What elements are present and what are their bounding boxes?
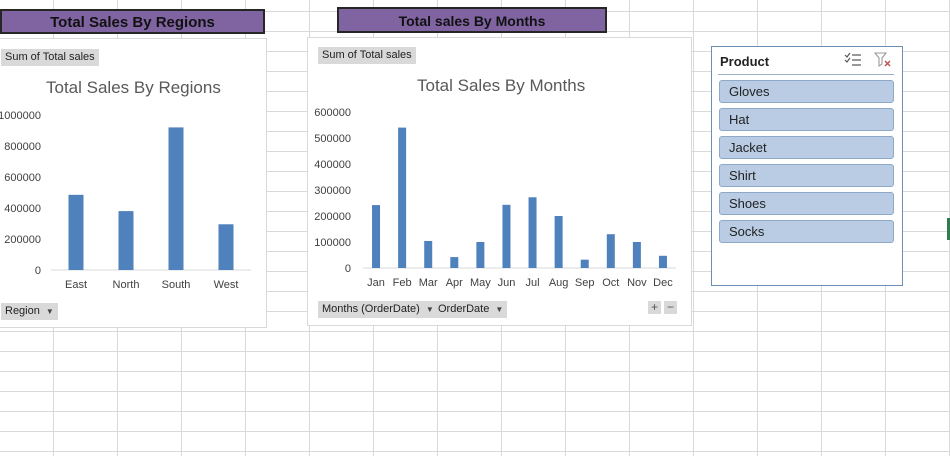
slicer-item-shirt[interactable]: Shirt [719, 164, 894, 187]
months-x-tick-label: Sep [575, 277, 595, 289]
chevron-down-icon: ▼ [425, 305, 434, 314]
months-y-tick-label: 600000 [314, 107, 351, 119]
regions-x-tick-label: West [214, 279, 239, 291]
slicer-item-socks[interactable]: Socks [719, 220, 894, 243]
regions-plot-area: 0 200000 400000 600000 800000 1000000 East Nort… [0, 110, 251, 291]
slicer-header-divider [718, 74, 894, 75]
regions-bar-east [68, 194, 84, 270]
regions-x-tick-label: South [162, 279, 191, 291]
months-y-tick-label: 100000 [314, 237, 351, 249]
months-bar-feb [398, 127, 407, 268]
months-x-tick-label: Apr [446, 277, 463, 289]
regions-y-tick-label: 1000000 [0, 110, 41, 122]
slicer-header: Product [720, 54, 770, 69]
months-bar-apr [450, 257, 459, 268]
months-x-tick-label: Mar [419, 277, 438, 289]
months-bar-jun [502, 204, 511, 268]
months-title-banner[interactable]: Total sales By Months [337, 7, 607, 33]
months-field-label: Months (OrderDate) [322, 303, 420, 315]
months-bar-jul [528, 197, 537, 268]
regions-x-tick-label: North [113, 279, 140, 291]
regions-y-tick-label: 0 [35, 265, 41, 277]
months-y-tick-label: 200000 [314, 211, 351, 223]
regions-y-tick-label: 800000 [4, 141, 41, 153]
months-x-tick-label: Nov [627, 277, 647, 289]
chevron-down-icon: ▼ [45, 307, 54, 316]
months-x-tick-label: Dec [653, 277, 673, 289]
months-y-tick-label: 0 [345, 263, 351, 275]
region-field-button[interactable]: Region ▼ [1, 303, 58, 320]
regions-chart[interactable]: Sum of Total sales Total Sales By Region… [0, 38, 267, 328]
months-x-tick-label: Jul [526, 277, 540, 289]
months-bar-oct [606, 234, 615, 268]
months-chart[interactable]: Sum of Total sales Total Sales By Months… [307, 37, 692, 326]
product-slicer[interactable]: Product Gloves Hat Jacket Shirt Shoes So… [711, 46, 903, 286]
slicer-item-jacket[interactable]: Jacket [719, 136, 894, 159]
months-y-tick-label: 300000 [314, 185, 351, 197]
slicer-item-hat[interactable]: Hat [719, 108, 894, 131]
region-field-label: Region [5, 305, 40, 317]
regions-bar-west [218, 224, 234, 270]
regions-chart-title: Total Sales By Regions [46, 78, 221, 97]
months-bar-jan [372, 205, 381, 268]
regions-y-tick-label: 400000 [4, 203, 41, 215]
months-bar-may [476, 242, 485, 268]
expand-field-button[interactable]: + [648, 301, 661, 314]
clear-filter-icon[interactable] [873, 52, 892, 73]
selected-cell-edge [947, 218, 950, 240]
months-value-field-button[interactable]: Sum of Total sales [318, 47, 416, 64]
months-x-tick-label: Jan [367, 277, 385, 289]
regions-bar-south [168, 127, 184, 271]
months-bar-aug [554, 216, 563, 268]
months-x-tick-label: Jun [498, 277, 516, 289]
regions-value-field-button[interactable]: Sum of Total sales [1, 49, 99, 66]
months-bar-nov [632, 242, 641, 268]
months-bar-dec [658, 255, 667, 268]
orderdate-field-button[interactable]: OrderDate ▼ [434, 301, 508, 318]
months-y-tick-label: 500000 [314, 133, 351, 145]
months-bar-sep [580, 259, 589, 268]
months-bar-mar [424, 240, 433, 268]
months-plot-area: 0 100000 200000 300000 400000 500000 600000 Jan… [314, 107, 676, 289]
regions-title-banner[interactable]: Total Sales By Regions [0, 9, 265, 34]
regions-bar-north [118, 211, 134, 270]
collapse-field-button[interactable]: − [664, 301, 677, 314]
months-x-tick-label: May [470, 277, 491, 289]
multi-select-icon[interactable] [844, 52, 862, 73]
months-x-tick-label: Oct [602, 277, 619, 289]
regions-y-tick-label: 600000 [4, 172, 41, 184]
months-chart-title: Total Sales By Months [417, 76, 586, 95]
months-x-tick-label: Aug [549, 277, 569, 289]
months-x-tick-label: Feb [393, 277, 412, 289]
months-y-tick-label: 400000 [314, 159, 351, 171]
regions-y-tick-label: 200000 [4, 234, 41, 246]
months-orderdate-field-button[interactable]: Months (OrderDate) ▼ [318, 301, 438, 318]
orderdate-field-label: OrderDate [438, 303, 490, 315]
chevron-down-icon: ▼ [495, 305, 504, 314]
slicer-item-gloves[interactable]: Gloves [719, 80, 894, 103]
slicer-item-shoes[interactable]: Shoes [719, 192, 894, 215]
regions-x-tick-label: East [65, 279, 87, 291]
